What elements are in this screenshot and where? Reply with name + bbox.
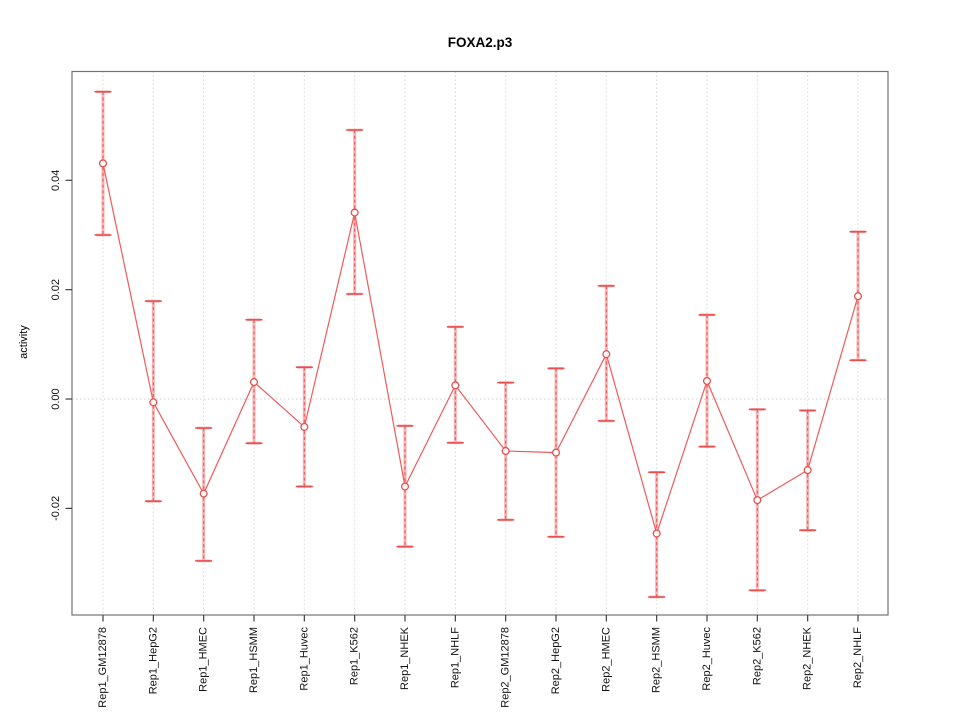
data-point [400,482,410,491]
y-tick-label: -0.02 [50,496,62,521]
y-tick-label: 0.04 [50,170,62,191]
data-point [652,529,661,538]
y-tick-label: 0.02 [50,279,62,300]
x-tick-label: Rep1_HepG2 [147,627,159,694]
data-point [98,159,108,168]
x-tick-label: Rep2_NHEK [802,626,814,690]
x-tick-label: Rep2_HSMM [651,627,663,693]
data-point [702,376,712,386]
data-point [350,208,359,217]
x-tick-label: Rep2_NHLF [852,627,864,688]
plot-area: -0.02 0.00 0.02 0.04 Rep1_GM12878 Rep1_HepG2 R… [50,70,889,708]
data-point [149,398,158,407]
x-tick-label: Rep1_NHLF [449,627,461,688]
data-point [753,496,762,505]
data-point [199,489,208,498]
x-tick-label: Rep1_K562 [349,627,361,685]
data-line [102,163,859,536]
x-tick-label: Rep1_HMEC [198,627,210,692]
y-tick-label: 0.00 [50,388,62,409]
data-point [249,378,259,387]
x-tick-label: Rep1_NHEK [399,626,411,690]
x-tick-label: Rep2_Huvec [701,627,713,691]
x-tick-label: Rep2_HMEC [600,627,612,692]
data-point [803,466,812,475]
x-tick-label: Rep1_Huvec [298,627,310,691]
data-point [853,292,863,301]
y-axis-label: activity [18,325,30,359]
x-tick-label: Rep1_GM12878 [97,627,109,708]
x-tick-label: Rep1_HSMM [248,627,260,693]
chart-title: FOXA2.p3 [448,35,513,50]
data-point [501,446,510,456]
data-point [451,381,460,390]
data-point [602,350,611,359]
data-point [551,448,561,457]
x-tick-label: Rep2_HepG2 [550,627,562,694]
data-point [300,422,309,431]
x-tick-label: Rep2_GM12878 [500,627,512,708]
x-tick-label: Rep2_K562 [751,627,763,685]
plot-border [71,70,889,616]
